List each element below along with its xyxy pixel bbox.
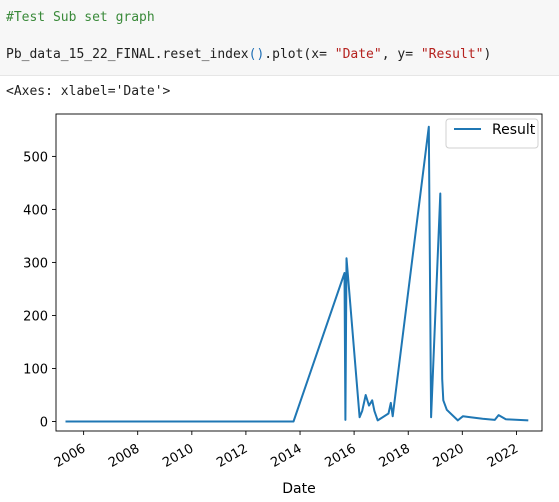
code-close-paren: ): [483, 47, 492, 62]
legend: Result: [445, 118, 539, 149]
code-arg-y: , y=: [381, 47, 421, 62]
code-object: Pb_data_15_22_FINAL.reset_index: [6, 47, 249, 62]
plot-layer: [65, 125, 529, 423]
y-tick-label: 0: [40, 415, 48, 430]
x-tick-label: 2022: [485, 441, 521, 471]
code-method: .plot(x=: [264, 47, 335, 62]
legend-box: [445, 118, 539, 149]
output-repr: <Axes: xlabel='Date'>: [6, 84, 171, 99]
y-tick-label: 300: [23, 256, 48, 271]
x-tick-label: 2006: [52, 441, 88, 471]
y-tick-label: 100: [23, 362, 48, 377]
x-tick-label: 2010: [160, 441, 196, 471]
x-tick-label: 2008: [106, 441, 142, 471]
x-tick-label: 2012: [214, 441, 250, 471]
axes-frame: [55, 113, 543, 432]
series-line-result: [65, 125, 529, 423]
code-statement: Pb_data_15_22_FINAL.reset_index().plot(x…: [6, 47, 491, 62]
x-axis-label: Date: [282, 481, 315, 497]
legend-label-result: Result: [492, 122, 536, 138]
x-tick-label: 2018: [377, 441, 413, 471]
code-string-x: "Date": [334, 47, 382, 62]
x-tick-label: 2020: [431, 441, 467, 471]
code-paren: (): [248, 47, 265, 62]
y-tick-label: 500: [23, 150, 48, 165]
code-comment: #Test Sub set graph: [6, 10, 155, 25]
code-string-y: "Result": [420, 47, 484, 62]
line-chart: Date Result 0 100 200 300 400 500 2006 2008 2010…: [23, 113, 543, 497]
x-tick-label: 2014: [268, 441, 304, 471]
y-tick-label: 400: [23, 203, 48, 218]
code-cell[interactable]: #Test Sub set graph Pb_data_15_22_FINAL.…: [0, 0, 559, 76]
x-tick-label: 2016: [322, 441, 358, 471]
y-tick-label: 200: [23, 309, 48, 324]
